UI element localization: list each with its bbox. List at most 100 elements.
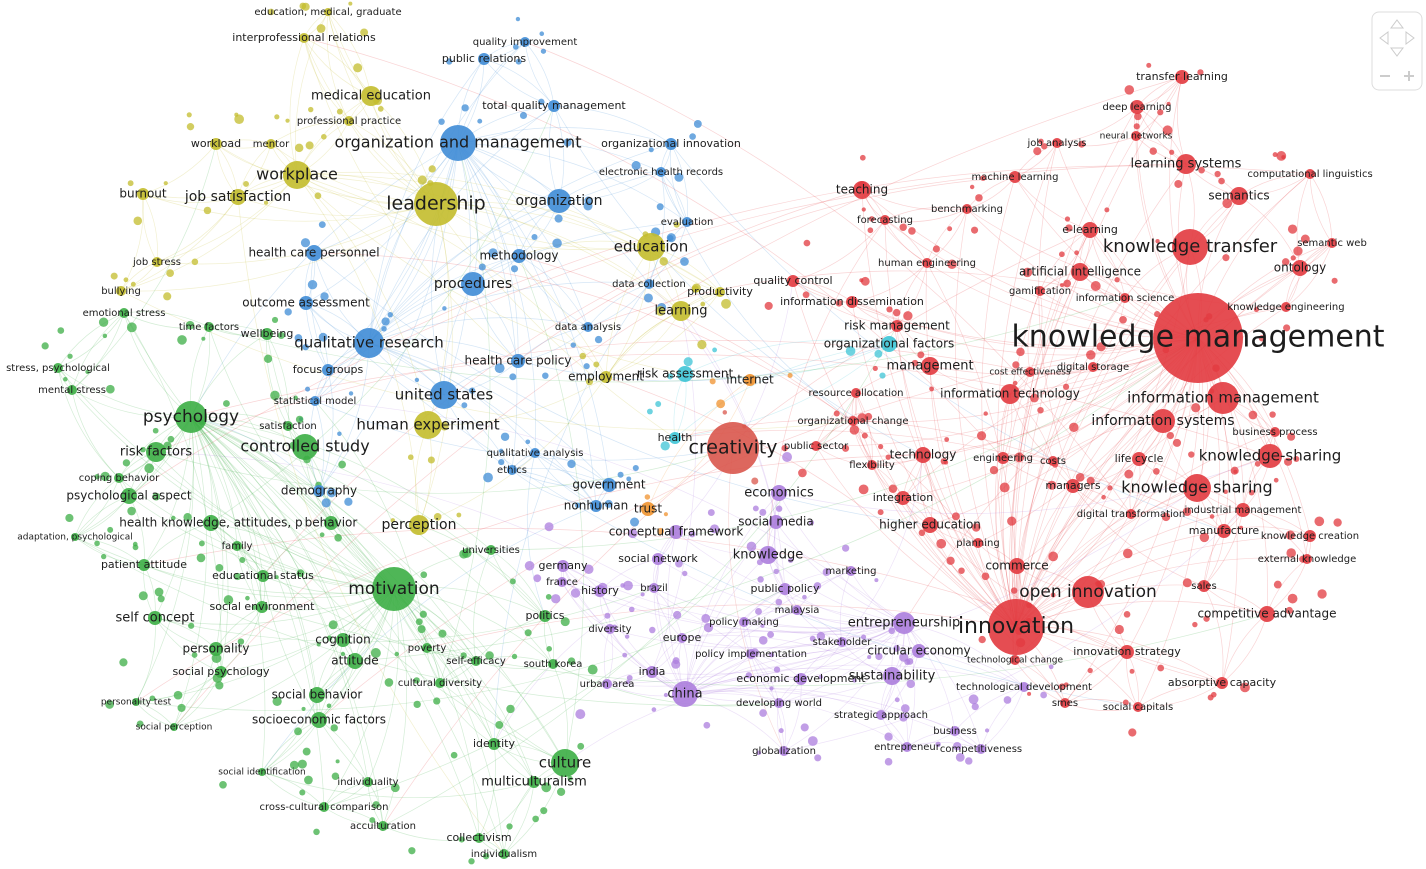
minor-node bbox=[1272, 152, 1278, 158]
edge bbox=[896, 262, 928, 327]
node bbox=[652, 553, 664, 565]
minor-node bbox=[903, 311, 913, 321]
edge bbox=[562, 565, 611, 630]
node-label: transfer learning bbox=[1136, 70, 1228, 83]
node-label: knowledge sharing bbox=[1121, 478, 1272, 497]
edge bbox=[966, 208, 1287, 308]
minor-node bbox=[482, 852, 490, 860]
node-label: mental stress bbox=[38, 385, 106, 396]
edge bbox=[1027, 290, 1041, 373]
minor-node bbox=[932, 245, 940, 253]
minor-node bbox=[683, 357, 693, 367]
minor-node bbox=[682, 570, 688, 577]
edge bbox=[518, 255, 979, 544]
edge bbox=[918, 650, 1025, 688]
edge bbox=[490, 337, 1199, 551]
edge bbox=[1014, 135, 1137, 628]
node-label: social media bbox=[738, 515, 813, 529]
edge bbox=[783, 509, 1244, 752]
minor-node bbox=[643, 293, 653, 303]
node-label: satisfaction bbox=[259, 421, 317, 432]
pan-right[interactable] bbox=[1405, 31, 1415, 45]
node bbox=[671, 301, 691, 321]
node bbox=[846, 566, 856, 576]
edge bbox=[561, 581, 686, 695]
minor-node bbox=[667, 373, 674, 380]
pan-up[interactable] bbox=[1390, 19, 1404, 29]
minor-node bbox=[944, 437, 950, 442]
edge bbox=[261, 606, 1268, 687]
edge bbox=[517, 343, 890, 382]
edge bbox=[855, 392, 873, 466]
node bbox=[132, 698, 140, 706]
node-label: leadership bbox=[386, 193, 485, 215]
minor-node bbox=[337, 431, 342, 436]
minor-node bbox=[969, 184, 975, 190]
minor-node bbox=[667, 235, 674, 242]
edge bbox=[1309, 173, 1333, 244]
edge bbox=[305, 142, 459, 304]
minor-node bbox=[304, 775, 313, 785]
edge bbox=[478, 781, 535, 839]
minor-node bbox=[1198, 166, 1205, 174]
minor-node bbox=[272, 696, 282, 706]
minor-node bbox=[879, 372, 886, 379]
node bbox=[867, 460, 877, 470]
minor-node bbox=[119, 658, 128, 667]
minor-node bbox=[1192, 621, 1198, 628]
edge bbox=[142, 143, 217, 195]
edge bbox=[552, 663, 568, 764]
minor-node bbox=[867, 227, 874, 234]
node bbox=[283, 421, 293, 431]
edge bbox=[1135, 76, 1183, 137]
minor-node bbox=[328, 620, 338, 630]
edge bbox=[524, 41, 1132, 515]
zoom-control[interactable] bbox=[1371, 11, 1423, 91]
minor-node bbox=[461, 104, 469, 112]
pan-left[interactable] bbox=[1379, 31, 1389, 45]
minor-node bbox=[803, 239, 811, 247]
node bbox=[257, 570, 269, 582]
minor-node bbox=[1038, 138, 1044, 145]
pan-down[interactable] bbox=[1390, 47, 1404, 57]
node bbox=[1009, 171, 1021, 183]
edge bbox=[524, 41, 555, 107]
node-label: planning bbox=[956, 538, 999, 549]
node-label: integration bbox=[873, 491, 933, 504]
minor-node bbox=[656, 203, 664, 211]
minor-node bbox=[575, 709, 586, 720]
edge bbox=[190, 416, 477, 662]
edge bbox=[796, 609, 905, 627]
node bbox=[309, 687, 325, 703]
node bbox=[649, 583, 659, 593]
edge bbox=[1015, 420, 1164, 628]
minor-node bbox=[984, 728, 990, 733]
edge bbox=[190, 416, 320, 492]
minor-node bbox=[384, 678, 394, 687]
edge bbox=[684, 588, 786, 695]
edge bbox=[120, 196, 239, 292]
zoom-in[interactable] bbox=[1404, 71, 1414, 81]
edge bbox=[123, 312, 395, 590]
edge bbox=[154, 588, 395, 625]
minor-node bbox=[1169, 149, 1175, 155]
edge bbox=[1203, 509, 1244, 587]
node-label: self-efficacy bbox=[446, 656, 506, 667]
node-label: flexibility bbox=[849, 460, 895, 471]
node-label: artificial intelligence bbox=[1019, 265, 1141, 279]
minor-node bbox=[745, 672, 752, 679]
edge bbox=[155, 447, 734, 494]
edge bbox=[1014, 176, 1091, 231]
edge bbox=[431, 142, 459, 396]
edge bbox=[648, 171, 665, 285]
edge bbox=[435, 203, 607, 378]
minor-node bbox=[640, 592, 645, 597]
edge bbox=[851, 301, 1199, 350]
node-label: procedures bbox=[434, 276, 512, 292]
edge bbox=[414, 424, 429, 526]
minor-node bbox=[1253, 306, 1260, 312]
edge bbox=[71, 312, 125, 391]
edge bbox=[605, 310, 682, 378]
minor-node bbox=[318, 221, 326, 229]
edge bbox=[393, 588, 495, 745]
